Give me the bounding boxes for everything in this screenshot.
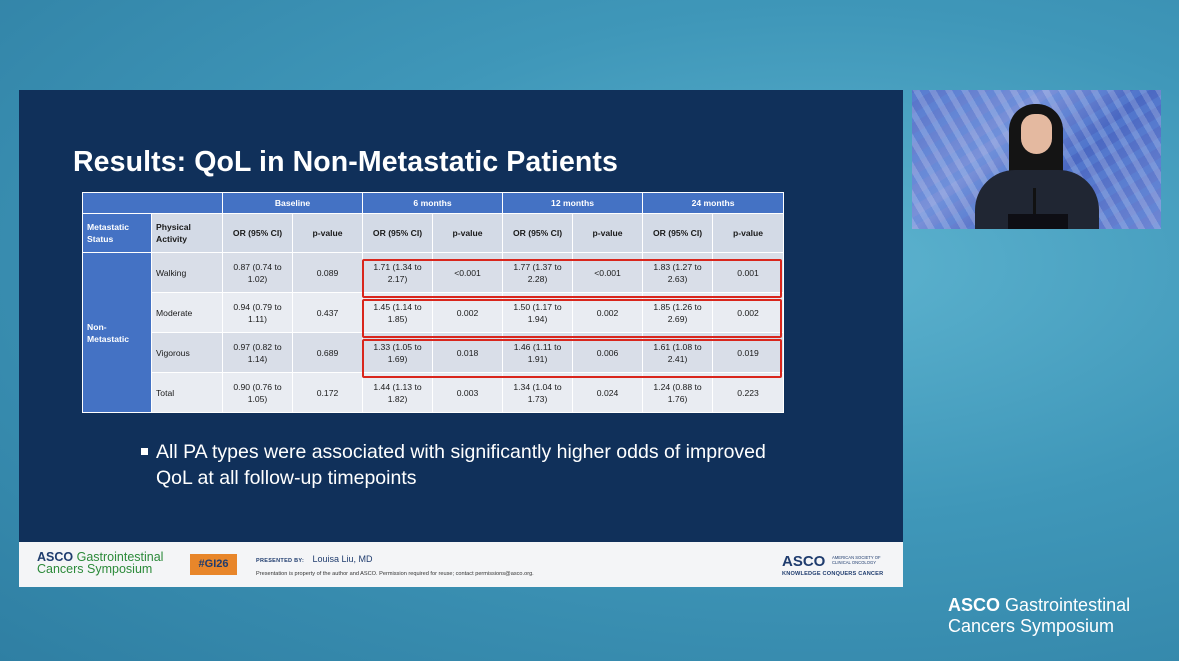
table-cell: 0.90 (0.76 to 1.05) [222,372,293,413]
header-metastatic-status: Metastatic Status [82,213,152,253]
header-24-months: 24 months [642,192,785,214]
footer-brand-line2: Cancers Symposium [37,562,153,576]
results-table: Baseline 6 months 12 months 24 months Me… [82,192,785,413]
table-cell: 1.45 (1.14 to 1.85) [362,292,434,333]
header-or-ci: OR (95% CI) [222,213,293,253]
table-cell: 0.437 [291,292,364,333]
row-activity: Total [151,372,223,413]
bullet-square-icon [141,448,148,455]
table-cell: 1.61 (1.08 to 2.41) [642,332,714,373]
table-row: Vigorous 0.97 (0.82 to 1.14) 0.689 1.33 … [83,332,785,373]
table-cell: 0.97 (0.82 to 1.14) [222,332,293,373]
table-row: Moderate 0.94 (0.79 to 1.11) 0.437 1.45 … [83,292,785,333]
bullet-text: All PA types were associated with signif… [156,441,766,489]
header-physical-activity: Physical Activity [151,213,223,253]
header-or-ci: OR (95% CI) [642,213,714,253]
table-cell: 0.223 [712,372,785,413]
table-cell: 1.44 (1.13 to 1.82) [362,372,434,413]
table-cell: 0.94 (0.79 to 1.11) [222,292,293,333]
row-activity: Vigorous [151,332,223,373]
table-cell: 0.006 [572,332,644,373]
table-cell: 0.002 [572,292,644,333]
podium [1008,214,1068,229]
table-cell: 1.34 (1.04 to 1.73) [502,372,574,413]
table-cell: 0.019 [712,332,785,373]
table-cell: <0.001 [572,252,644,293]
hashtag-badge: #GI26 [190,554,237,575]
row-activity: Moderate [151,292,223,333]
speaker-face [1021,114,1052,154]
speaker-video-feed [912,90,1161,229]
microphone-icon [1033,188,1036,218]
table-row: Total 0.90 (0.76 to 1.05) 0.172 1.44 (1.… [83,372,785,413]
watermark-asco: ASCO [948,595,1001,615]
footer-brand: ASCO Gastrointestinal Cancers Symposium [37,550,164,576]
header-p-value: p-value [572,213,644,253]
table-header-row-columns: Metastatic Status Physical Activity OR (… [82,213,785,253]
header-6-months: 6 months [362,192,504,214]
watermark-gi: Gastrointestinal [1005,595,1131,615]
group-label-non-metastatic: Non-Metastatic [82,252,152,413]
table-cell: 1.50 (1.17 to 1.94) [502,292,574,333]
row-activity: Walking [151,252,223,293]
bullet-point: All PA types were associated with signif… [141,439,791,491]
asco-logo: ASCO AMERICAN SOCIETY OF CLINICAL ONCOLO… [782,553,892,581]
table-header-row-timepoints: Baseline 6 months 12 months 24 months [82,192,785,214]
table-cell: 0.002 [712,292,785,333]
asco-logo-society: AMERICAN SOCIETY OF CLINICAL ONCOLOGY [832,555,881,565]
table-cell: 1.83 (1.27 to 2.63) [642,252,714,293]
header-p-value: p-value [432,213,504,253]
table-cell: 1.33 (1.05 to 1.69) [362,332,434,373]
table-cell: 0.003 [432,372,504,413]
header-or-ci: OR (95% CI) [362,213,434,253]
watermark-line2: Cancers Symposium [948,616,1115,636]
table-cell: 1.46 (1.11 to 1.91) [502,332,574,373]
table-cell: 0.172 [291,372,364,413]
slide-title: Results: QoL in Non-Metastatic Patients [73,146,618,178]
table-row: Non-Metastatic Walking 0.87 (0.74 to 1.0… [82,252,785,413]
table-cell: 1.77 (1.37 to 2.28) [502,252,574,293]
slide-footer: ASCO Gastrointestinal Cancers Symposium … [19,542,903,587]
header-empty-cell [82,192,223,214]
header-or-ci: OR (95% CI) [502,213,574,253]
event-watermark: ASCO Gastrointestinal Cancers Symposium [948,595,1130,637]
presenter-name: Louisa Liu, MD [312,554,373,564]
header-p-value: p-value [712,213,785,253]
header-baseline: Baseline [221,192,364,214]
table-cell: 0.001 [712,252,785,293]
table-cell: 0.024 [572,372,644,413]
table-cell: 0.87 (0.74 to 1.02) [222,252,293,293]
table-cell: 0.689 [291,332,364,373]
table-cell: 0.018 [432,332,504,373]
asco-logo-word: ASCO [782,553,826,570]
presented-by-label: PRESENTED BY: [256,558,305,564]
header-p-value: p-value [291,213,364,253]
asco-logo-tagline: KNOWLEDGE CONQUERS CANCER [782,571,884,577]
footer-brand-gi: Gastrointestinal [76,550,164,564]
disclaimer: Presentation is property of the author a… [256,571,534,577]
presenter: PRESENTED BY: Louisa Liu, MD [256,554,373,564]
table-cell: 1.71 (1.34 to 2.17) [362,252,434,293]
presentation-slide: Results: QoL in Non-Metastatic Patients … [19,90,903,587]
results-table-container: Baseline 6 months 12 months 24 months Me… [82,192,785,413]
table-cell: <0.001 [432,252,504,293]
table-cell: 0.002 [432,292,504,333]
header-12-months: 12 months [502,192,644,214]
footer-brand-asco: ASCO [37,550,74,564]
table-cell: 0.089 [291,252,364,293]
table-cell: 1.24 (0.88 to 1.76) [642,372,714,413]
table-cell: 1.85 (1.26 to 2.69) [642,292,714,333]
